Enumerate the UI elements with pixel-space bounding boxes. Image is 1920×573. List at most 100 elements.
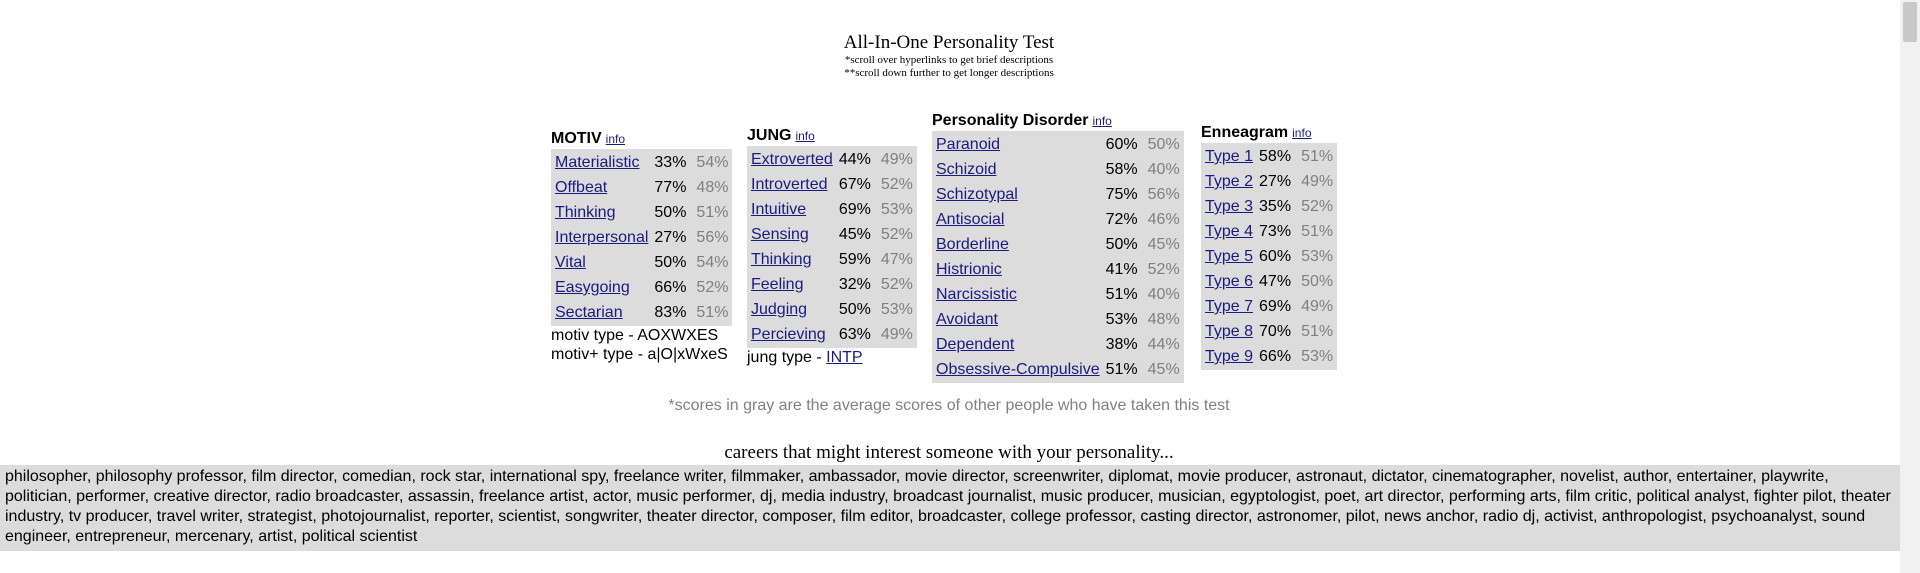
pd-row: Obsessive-Compulsive 51% 45% bbox=[934, 358, 1182, 381]
motiv-trait-link[interactable]: Offbeat bbox=[555, 179, 608, 196]
motiv-trait-link[interactable]: Easygoing bbox=[555, 279, 630, 296]
pd-trait-link[interactable]: Narcissistic bbox=[936, 286, 1017, 303]
jung-trait-link[interactable]: Feeling bbox=[751, 276, 804, 293]
enneagram-trait-link[interactable]: Type 4 bbox=[1205, 223, 1254, 240]
enneagram-label-cell: Type 9 bbox=[1203, 345, 1255, 368]
jung-trait-link[interactable]: Sensing bbox=[751, 226, 809, 243]
scrollbar-thumb[interactable] bbox=[1903, 2, 1917, 42]
pd-title: Personality Disorder bbox=[932, 112, 1089, 129]
jung-score: 67% bbox=[838, 176, 871, 193]
pd-trait-link[interactable]: Paranoid bbox=[936, 136, 1001, 153]
pd-trait-link[interactable]: Obsessive-Compulsive bbox=[936, 361, 1100, 378]
jung-average-score: 52% bbox=[880, 276, 913, 293]
jung-label-cell: Percieving bbox=[749, 323, 835, 346]
pd-trait-link[interactable]: Antisocial bbox=[936, 211, 1005, 228]
jung-label-cell: Thinking bbox=[749, 248, 835, 271]
enneagram-average-score: 49% bbox=[1301, 298, 1334, 315]
jung-row: Judging 50% 53% bbox=[749, 298, 915, 321]
jung-table: Extroverted 44% 49% Introverted 67% 52% Intuit… bbox=[747, 146, 917, 348]
enneagram-info-link[interactable]: info bbox=[1292, 126, 1312, 140]
pd-score: 41% bbox=[1105, 261, 1138, 278]
motiv-trait-link[interactable]: Vital bbox=[555, 254, 586, 271]
enneagram-row: Type 6 47% 50% bbox=[1203, 270, 1335, 293]
motiv-trait-link[interactable]: Interpersonal bbox=[555, 229, 649, 246]
pd-average-score: 50% bbox=[1147, 136, 1180, 153]
pd-average-score: 52% bbox=[1147, 261, 1180, 278]
jung-trait-link[interactable]: Extroverted bbox=[751, 151, 833, 168]
motiv-score: 27% bbox=[654, 229, 687, 246]
pd-trait-link[interactable]: Histrionic bbox=[936, 261, 1002, 278]
enneagram-trait-link[interactable]: Type 5 bbox=[1205, 248, 1254, 265]
jung-trait-link[interactable]: Thinking bbox=[751, 251, 812, 268]
jung-trait-link[interactable]: Introverted bbox=[751, 176, 828, 193]
jung-score: 50% bbox=[838, 301, 871, 318]
enneagram-trait-link[interactable]: Type 6 bbox=[1205, 273, 1254, 290]
jung-row: Percieving 63% 49% bbox=[749, 323, 915, 346]
enneagram-trait-link[interactable]: Type 8 bbox=[1205, 323, 1254, 340]
jung-trait-link[interactable]: Judging bbox=[751, 301, 808, 318]
jung-score: 59% bbox=[838, 251, 871, 268]
pd-label-cell: Dependent bbox=[934, 333, 1102, 356]
enneagram-average-score: 52% bbox=[1301, 198, 1334, 215]
pd-info-link[interactable]: info bbox=[1092, 114, 1112, 128]
pd-heading: Personality Disorder info bbox=[932, 111, 1184, 131]
pd-label-cell: Histrionic bbox=[934, 258, 1102, 281]
jung-average-score: 53% bbox=[880, 201, 913, 218]
pd-trait-link[interactable]: Dependent bbox=[936, 336, 1015, 353]
motiv-label-cell: Vital bbox=[553, 251, 650, 274]
enneagram-score: 27% bbox=[1259, 173, 1292, 190]
pd-average-score: 45% bbox=[1147, 236, 1180, 253]
enneagram-row: Type 5 60% 53% bbox=[1203, 245, 1335, 268]
jung-score: 32% bbox=[838, 276, 871, 293]
enneagram-trait-link[interactable]: Type 9 bbox=[1205, 348, 1254, 365]
page-header: All-In-One Personality Test *scroll over… bbox=[0, 32, 1898, 80]
pd-average-score: 48% bbox=[1147, 311, 1180, 328]
pd-row: Schizotypal 75% 56% bbox=[934, 183, 1182, 206]
enneagram-row: Type 8 70% 51% bbox=[1203, 320, 1335, 343]
pd-average-score: 46% bbox=[1147, 211, 1180, 228]
jung-trait-link[interactable]: Percieving bbox=[751, 326, 826, 343]
motiv-type: motiv type - AOXWXES bbox=[551, 327, 719, 344]
enneagram-score: 73% bbox=[1259, 223, 1292, 240]
pd-label-cell: Schizotypal bbox=[934, 183, 1102, 206]
motiv-label-cell: Thinking bbox=[553, 201, 650, 224]
motiv-info-link[interactable]: info bbox=[605, 132, 626, 146]
motiv-row: Materialistic 33% 54% bbox=[553, 151, 730, 174]
motiv-trait-link[interactable]: Thinking bbox=[555, 204, 616, 221]
jung-type-link[interactable]: INTP bbox=[826, 349, 863, 366]
pd-label-cell: Schizoid bbox=[934, 158, 1102, 181]
scroll-note: **scroll down further to get longer desc… bbox=[844, 67, 1054, 79]
motiv-row: Vital 50% 54% bbox=[553, 251, 730, 274]
enneagram-trait-link[interactable]: Type 1 bbox=[1205, 148, 1254, 165]
enneagram-row: Type 4 73% 51% bbox=[1203, 220, 1335, 243]
pd-table: Paranoid 60% 50% Schizoid 58% 40% Schizotypal 7… bbox=[932, 131, 1184, 383]
enneagram-trait-link[interactable]: Type 3 bbox=[1205, 198, 1254, 215]
motiv-trait-link[interactable]: Materialistic bbox=[555, 154, 640, 171]
jung-average-score: 52% bbox=[880, 176, 913, 193]
pd-score: 58% bbox=[1105, 161, 1138, 178]
pd-label-cell: Avoidant bbox=[934, 308, 1102, 331]
motiv-average-score: 48% bbox=[696, 179, 729, 196]
vertical-scrollbar[interactable] bbox=[1900, 0, 1920, 573]
jung-average-score: 52% bbox=[880, 226, 913, 243]
jung-trait-link[interactable]: Intuitive bbox=[751, 201, 807, 218]
enneagram-trait-link[interactable]: Type 2 bbox=[1205, 173, 1254, 190]
pd-trait-link[interactable]: Avoidant bbox=[936, 311, 998, 328]
motiv-average-score: 54% bbox=[696, 154, 729, 171]
gray-scores-footnote: *scores in gray are the average scores o… bbox=[668, 397, 1230, 414]
motiv-score: 33% bbox=[654, 154, 687, 171]
pd-trait-link[interactable]: Schizotypal bbox=[936, 186, 1018, 203]
enneagram-row: Type 3 35% 52% bbox=[1203, 195, 1335, 218]
pd-trait-link[interactable]: Schizoid bbox=[936, 161, 997, 178]
jung-info-link[interactable]: info bbox=[795, 129, 815, 143]
motiv-average-score: 51% bbox=[696, 204, 729, 221]
jung-label-cell: Intuitive bbox=[749, 198, 835, 221]
motiv-average-score: 56% bbox=[696, 229, 729, 246]
enneagram-trait-link[interactable]: Type 7 bbox=[1205, 298, 1254, 315]
enneagram-score: 35% bbox=[1259, 198, 1292, 215]
motiv-trait-link[interactable]: Sectarian bbox=[555, 304, 623, 321]
pd-trait-link[interactable]: Borderline bbox=[936, 236, 1009, 253]
pd-average-score: 45% bbox=[1147, 361, 1180, 378]
pd-label-cell: Borderline bbox=[934, 233, 1102, 256]
motiv-score: 77% bbox=[654, 179, 687, 196]
